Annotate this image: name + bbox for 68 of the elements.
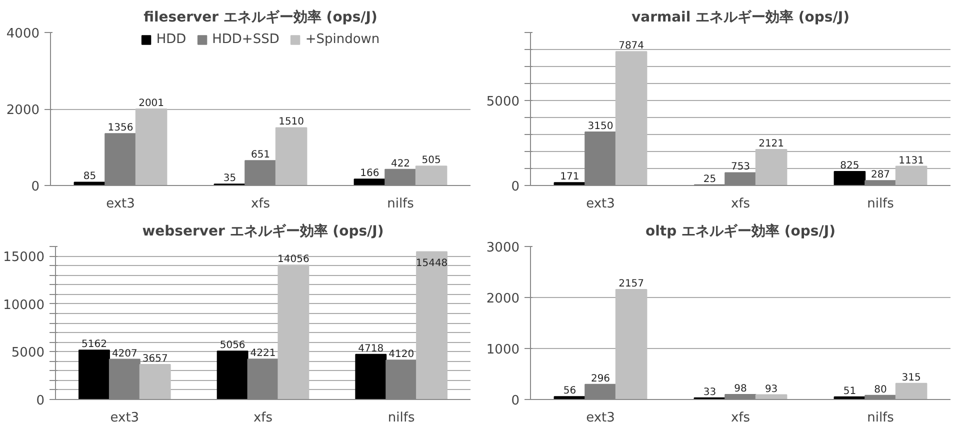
x-tick-label: xfs: [253, 410, 273, 426]
data-label: 98: [734, 384, 747, 394]
x-tick-label: ext3: [586, 410, 615, 426]
x-tick-label: nilfs: [388, 410, 415, 426]
x-tick-label: nilfs: [387, 196, 414, 212]
data-label: 15448: [416, 258, 448, 269]
legend-label: +Spindown: [305, 32, 380, 47]
y-tick-label: 0: [31, 180, 40, 194]
data-label: 315: [902, 372, 921, 384]
x-tick-label: nilfs: [867, 196, 894, 212]
y-tick-label: 0: [511, 394, 520, 408]
legend-label: HDD: [156, 32, 186, 47]
data-label: 2001: [138, 98, 164, 109]
data-label: 85: [83, 171, 96, 182]
x-tick-label: nilfs: [867, 410, 894, 426]
x-tick-label: ext3: [106, 196, 135, 212]
data-label: 56: [563, 386, 576, 397]
data-label: 4718: [358, 343, 384, 354]
data-label: 651: [250, 150, 270, 161]
y-tick-label: 0: [36, 394, 45, 408]
data-label: 4120: [388, 349, 414, 360]
data-label: 422: [390, 158, 410, 170]
y-tick-label: 2000: [6, 103, 40, 118]
data-label: 1131: [898, 155, 924, 166]
data-label: 2157: [618, 278, 644, 290]
data-label: 296: [590, 373, 610, 384]
data-label: 3150: [588, 120, 614, 132]
chart-title: varmail エネルギー効率 (ops/J): [632, 8, 850, 26]
data-label: 505: [422, 155, 441, 166]
data-label: 7874: [618, 40, 644, 52]
y-tick-label: 10000: [3, 298, 45, 313]
data-label: 1356: [108, 122, 134, 134]
data-label: 287: [870, 170, 890, 181]
y-tick-label: 4000: [6, 26, 40, 42]
y-tick-label: 5000: [11, 346, 45, 361]
data-label: 166: [360, 168, 380, 180]
y-tick-label: 0: [511, 180, 520, 194]
data-label: 14056: [278, 254, 310, 266]
y-tick-label: 3000: [486, 240, 520, 256]
chart-title: oltp エネルギー効率 (ops/J): [646, 222, 836, 240]
legend-label: HDD+SSD: [212, 32, 280, 47]
x-tick-label: ext3: [586, 196, 615, 212]
data-label: 5056: [220, 340, 246, 352]
data-label: 825: [840, 160, 860, 172]
data-label: 171: [560, 172, 580, 183]
data-label: 25: [703, 174, 716, 186]
data-label: 753: [730, 162, 750, 173]
y-tick-label: 15000: [3, 250, 45, 266]
data-label: 33: [703, 386, 716, 398]
data-label: 51: [843, 386, 856, 397]
chart-title: webserver エネルギー効率 (ops/J): [142, 222, 384, 240]
y-tick-label: 1000: [486, 342, 520, 358]
x-tick-label: xfs: [730, 410, 750, 426]
data-label: 80: [874, 384, 887, 396]
chart-title: fileserver エネルギー効率 (ops/J): [144, 8, 378, 26]
data-label: 35: [223, 173, 236, 184]
x-tick-label: ext3: [110, 410, 140, 426]
x-tick-label: xfs: [250, 196, 270, 212]
data-label: 2121: [758, 138, 784, 150]
data-label: 1510: [278, 116, 304, 128]
data-label: 4207: [112, 348, 138, 360]
x-tick-label: xfs: [730, 196, 750, 212]
y-tick-label: 5000: [486, 94, 520, 110]
y-tick-label: 2000: [486, 292, 520, 306]
data-label: 4221: [250, 348, 276, 360]
data-label: 3657: [142, 354, 168, 365]
data-label: 93: [764, 384, 778, 395]
data-label: 5162: [82, 339, 107, 350]
